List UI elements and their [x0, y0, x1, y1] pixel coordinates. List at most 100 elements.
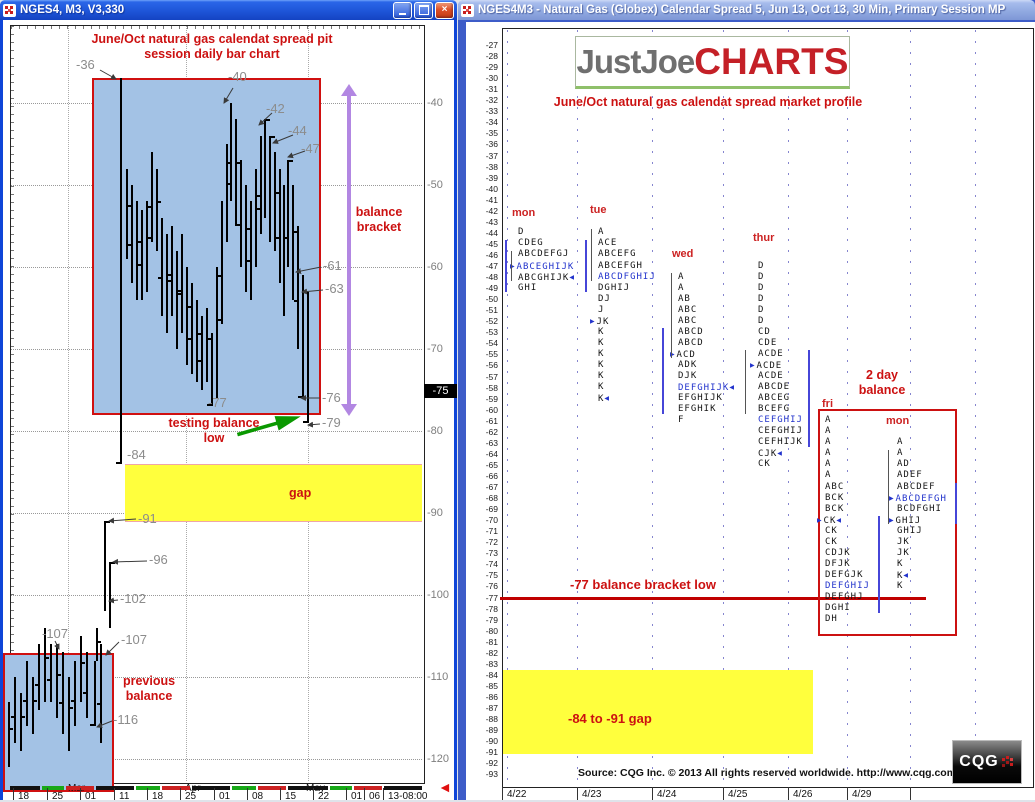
profile-row: DJ: [598, 293, 611, 304]
date-label: 25: [185, 791, 197, 802]
poc-marker-right-icon: ◀: [729, 384, 734, 392]
poc-marker-right-icon: ◀: [569, 273, 574, 281]
previous-label-line2: balance: [125, 689, 173, 703]
close-tick: [82, 662, 85, 665]
price-bar: [207, 332, 213, 407]
profile-row: K: [897, 558, 904, 569]
y-axis-label: -40: [427, 97, 443, 109]
profile-row: A: [825, 448, 832, 459]
price-bar: [90, 660, 96, 727]
right-plot-frame: [502, 28, 1034, 788]
profile-row: ABCEFG: [598, 249, 637, 260]
profile-row: K: [598, 359, 605, 370]
price-bar: [218, 201, 223, 325]
open-tick: [247, 260, 250, 263]
value-area-bar: [745, 350, 746, 414]
profile-row: ▶ ACDE: [750, 360, 783, 371]
y-axis-label: -50: [427, 179, 443, 191]
open-tick: [158, 276, 161, 279]
day-label: wed: [672, 247, 694, 260]
maximize-button[interactable]: [414, 1, 433, 19]
date-label: 13-08:00: [388, 791, 428, 802]
close-tick: [298, 396, 302, 399]
logo-text-gray: JustJoe: [576, 42, 696, 80]
date-label: 4/26: [793, 789, 813, 800]
profile-row: ABCDE: [758, 382, 791, 393]
open-tick: [198, 360, 201, 363]
price-label: -96: [149, 552, 168, 567]
price-bar: [71, 660, 76, 727]
right-titlebar[interactable]: NGES4M3 - Natural Gas (Globex) Calendar …: [458, 0, 1035, 20]
profile-row: ADEF: [897, 470, 923, 481]
open-tick: [59, 701, 62, 704]
poc-marker-left-icon: ▶: [670, 350, 677, 358]
open-tick: [271, 135, 275, 138]
date-separator: [788, 787, 789, 800]
close-tick: [257, 207, 260, 210]
balance-label-line2: bracket: [356, 220, 402, 234]
price-bar: [206, 308, 211, 382]
minimize-button[interactable]: [393, 1, 412, 19]
scroll-back-arrow[interactable]: ◄: [438, 779, 452, 795]
date-separator: [214, 788, 215, 800]
v-gridline: [507, 30, 508, 784]
day-label: thur: [753, 232, 775, 245]
close-button[interactable]: ×: [435, 1, 454, 19]
day-label: mon: [886, 414, 910, 427]
price-bar: [247, 201, 252, 300]
left-chart-title-line1: June/Oct natural gas calendat spread pit: [91, 32, 333, 46]
price-bar: [23, 660, 28, 727]
y-axis-label: -72: [485, 537, 498, 548]
right-chart-area[interactable]: JustJoe CHARTS June/Oct natural gas calen…: [458, 0, 1035, 800]
left-chart-area[interactable]: -36 -40 -42 -44 -47 -61 -63 -76 -77 -79 -84 -91 -96 -…: [0, 0, 457, 802]
poc-marker-right-icon: ◀: [777, 450, 782, 458]
y-axis-label: -45: [485, 238, 498, 249]
v-gridline: [723, 30, 724, 784]
price-label: -47: [301, 141, 320, 156]
price-label: -42: [266, 101, 285, 116]
profile-row: ABCDEFGJ: [518, 249, 570, 260]
profile-row: ABCGHIJK◀: [518, 272, 574, 283]
y-axis-label: -82: [485, 647, 498, 658]
left-plot-frame: [10, 25, 425, 784]
date-separator: [280, 788, 281, 800]
y-axis-label: -66: [485, 470, 498, 481]
y-axis-label: -37: [485, 150, 498, 161]
open-tick: [138, 263, 141, 266]
y-axis-label: -59: [485, 393, 498, 404]
date-label: 4/29: [852, 789, 872, 800]
price-bar: [116, 78, 122, 464]
y-axis-label: -28: [485, 51, 498, 62]
price-bar: [269, 135, 275, 243]
price-bar: [198, 316, 203, 390]
v-gridline: [577, 30, 578, 784]
profile-row: DGHI: [825, 603, 851, 614]
open-tick: [47, 678, 50, 681]
profile-row: JK: [897, 536, 910, 547]
session-color-bar: [42, 786, 64, 790]
price-bar: [35, 644, 40, 710]
profile-row: EFGHIK: [678, 404, 717, 415]
price-bar: [226, 144, 231, 243]
profile-row: ACDE: [758, 348, 784, 359]
profile-row: ABC: [678, 315, 698, 326]
profile-row: ADK: [678, 359, 698, 370]
profile-row: BCK: [825, 492, 845, 503]
close-tick: [46, 657, 49, 660]
profile-row: CEFHIJK: [758, 437, 803, 448]
open-tick: [178, 293, 181, 296]
date-separator: [247, 788, 248, 800]
profile-row: ▶ CK◀: [817, 515, 841, 526]
profile-row: ACE: [598, 238, 618, 249]
profile-row: ABCEG: [758, 393, 791, 404]
close-tick: [148, 237, 151, 240]
y-axis-label: -80: [485, 625, 498, 636]
left-titlebar[interactable]: NGES4, M3, V3,330 ×: [0, 0, 457, 20]
close-tick: [294, 230, 297, 233]
profile-row: A: [897, 437, 904, 448]
price-label: -77: [208, 395, 227, 410]
open-tick: [168, 280, 171, 283]
date-separator: [364, 788, 365, 800]
profile-row: DEFGHIJK◀: [678, 383, 734, 394]
price-bar: [216, 267, 221, 399]
